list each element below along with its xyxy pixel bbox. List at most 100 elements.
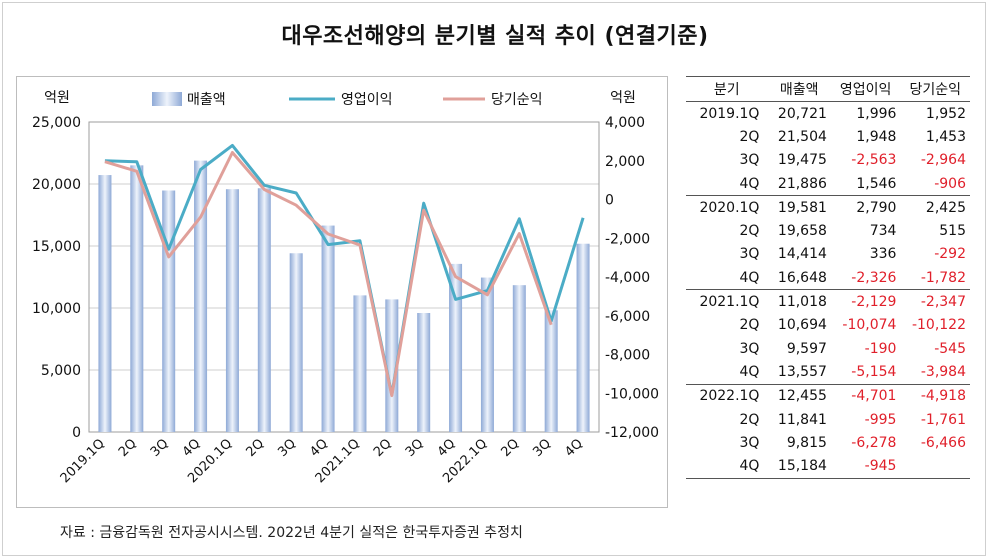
table-cell: 21,886 — [777, 175, 827, 192]
table-cell: 2,425 — [900, 195, 970, 220]
bar-sales — [98, 175, 112, 432]
table-row: 2021.1Q 11,018 -2,129 -2,347 — [686, 289, 970, 314]
table-row: 2Q 11,841 -995 -1,761 — [686, 408, 970, 431]
bar-sales — [449, 263, 463, 432]
table-cell: 15,184 — [767, 454, 831, 479]
x-tick-label: 3Q — [148, 436, 172, 460]
table-cell: 10,694 — [777, 317, 827, 334]
table-cell: 3Q — [739, 152, 760, 169]
table-cell: 3Q — [739, 246, 760, 263]
table-row: 4Q 21,886 1,546 -906 — [686, 172, 970, 196]
table-cell: 4Q — [686, 454, 768, 479]
data-table: 분기 매출액 영업이익 당기순익 2019.1Q 20,721 1,996 1,952 2Q 2… — [686, 76, 970, 479]
table-cell: 2022.1Q — [686, 383, 768, 408]
table-row: 3Q 19,475 -2,563 -2,964 — [686, 149, 970, 172]
table-cell: 336 — [869, 246, 897, 263]
table-cell: -5,154 — [851, 363, 897, 380]
table-cell: 1,546 — [856, 175, 897, 192]
right-tick-label: -8,000 — [605, 348, 650, 364]
bar-sales — [353, 295, 367, 432]
left-tick-label: 20,000 — [32, 177, 81, 193]
x-tick-label: 2Q — [116, 436, 140, 460]
left-tick-label: 0 — [72, 425, 81, 441]
table-cell: -10,074 — [842, 317, 897, 334]
bar-sales — [385, 299, 399, 432]
table-cell: -1,761 — [920, 411, 966, 428]
table-cell: 1,453 — [925, 128, 966, 145]
table-cell: -2,326 — [851, 269, 897, 286]
bar-sales — [417, 312, 431, 432]
table-cell: -4,701 — [830, 383, 901, 408]
bar-sales — [480, 277, 494, 432]
table-cell: 2019.1Q — [699, 105, 760, 122]
x-tick-label: 2Q — [498, 436, 522, 460]
right-tick-label: -2,000 — [605, 231, 650, 247]
table-row: 3Q 9,597 -190 -545 — [686, 337, 970, 360]
table-cell: 19,658 — [777, 223, 827, 240]
chart-panel: 0 5,000 10,000 15,000 20,000 25,000 -12,000 -10… — [16, 76, 668, 508]
table-cell: -3,984 — [920, 363, 966, 380]
table-cell: 4Q — [739, 175, 760, 192]
table-cell: 1,952 — [925, 105, 966, 122]
table-row: 4Q 13,557 -5,154 -3,984 — [686, 360, 970, 384]
table-cell: -6,466 — [920, 434, 966, 451]
table-cell: 2,790 — [830, 195, 901, 220]
table-cell: -4,918 — [900, 383, 970, 408]
table-cell: 19,581 — [767, 195, 831, 220]
table-cell: 2Q — [739, 128, 760, 145]
x-tick-label: 4Q — [435, 436, 459, 460]
left-tick-label: 25,000 — [32, 115, 81, 131]
bar-sales — [544, 310, 558, 432]
table-cell: 515 — [939, 223, 966, 240]
table-header-cell: 영업이익 — [830, 76, 901, 102]
combo-chart: 0 5,000 10,000 15,000 20,000 25,000 -12,000 -10… — [32, 90, 659, 486]
table-cell: 734 — [869, 223, 897, 240]
bar-sales — [257, 188, 271, 432]
bar-sales — [576, 243, 590, 432]
table-cell — [900, 454, 970, 479]
table-cell: 2Q — [739, 223, 760, 240]
table-cell: 3Q — [739, 340, 760, 357]
table-cell: 4Q — [739, 269, 760, 286]
table-cell: -545 — [934, 340, 966, 357]
table-header-cell: 당기순익 — [900, 76, 970, 102]
table-cell: 2020.1Q — [686, 195, 768, 220]
table-cell: -2,964 — [920, 152, 966, 169]
table-cell: 19,475 — [777, 152, 827, 169]
left-tick-label: 10,000 — [32, 301, 81, 317]
table-row: 4Q 15,184 -945 — [686, 454, 970, 479]
table-cell: 4Q — [739, 363, 760, 380]
table-header-row: 분기 매출액 영업이익 당기순익 — [686, 76, 970, 102]
right-tick-label: 4,000 — [605, 115, 645, 131]
table-header-cell: 분기 — [686, 76, 768, 102]
table-cell: 2021.1Q — [686, 289, 768, 314]
bar-sales — [321, 225, 335, 432]
table-row: 2Q 21,504 1,948 1,453 — [686, 125, 970, 148]
right-tick-label: -6,000 — [605, 309, 650, 325]
bar-sales — [512, 285, 526, 432]
bar-sales — [289, 253, 303, 432]
x-tick-label: 2Q — [371, 436, 395, 460]
table-cell: -6,278 — [851, 434, 897, 451]
source-note: 자료 : 금융감독원 전자공시시스템. 2022년 4분기 실적은 한국투자증권… — [60, 525, 523, 541]
table-cell: -906 — [934, 175, 966, 192]
table-cell: 1,948 — [856, 128, 897, 145]
line-net-income — [104, 151, 553, 398]
table-cell: 9,597 — [786, 340, 827, 357]
right-tick-label: -10,000 — [605, 386, 659, 402]
table-row: 2020.1Q 19,581 2,790 2,425 — [686, 195, 970, 220]
right-axis-unit: 억원 — [610, 90, 636, 106]
x-tick-label: 3Q — [275, 436, 299, 460]
table-header-cell: 매출액 — [767, 76, 831, 102]
legend-label-operating-profit: 영업이익 — [341, 92, 393, 108]
x-tick-label: 4Q — [180, 436, 204, 460]
table-row: 2Q 10,694 -10,074 -10,122 — [686, 314, 970, 337]
x-tick-label: 2Q — [243, 436, 267, 460]
table-cell: 12,455 — [767, 383, 831, 408]
bar-sales — [194, 160, 208, 433]
bar-sales — [130, 165, 144, 432]
table-cell: -1,782 — [920, 269, 966, 286]
table-row: 2019.1Q 20,721 1,996 1,952 — [686, 102, 970, 126]
table-cell: 2Q — [739, 411, 760, 428]
